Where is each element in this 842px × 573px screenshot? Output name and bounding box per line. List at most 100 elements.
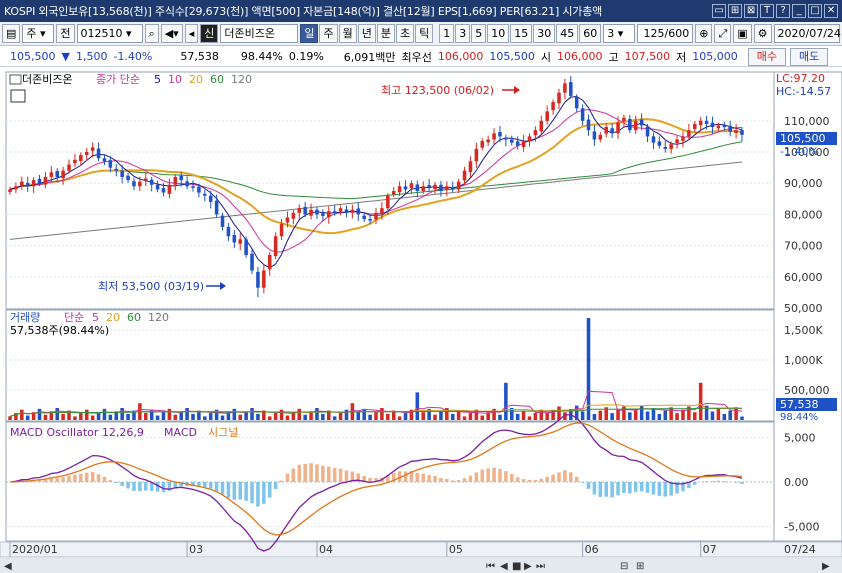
ma-period-5: 5 [154, 73, 161, 86]
search-icon[interactable]: ⌕ [144, 24, 159, 43]
volume-bar [173, 414, 178, 420]
volume-bar [415, 392, 420, 420]
date-field[interactable]: 2020/07/24 [773, 24, 841, 43]
oscillator-bar [427, 475, 431, 482]
tab-period-1[interactable]: 주 [319, 24, 338, 43]
ma-period-20: 20 [189, 73, 203, 86]
volume-bar [49, 411, 54, 420]
prev-icon[interactable]: ◂ [184, 24, 199, 43]
tab-period-5[interactable]: 초 [395, 24, 415, 43]
volume-bar [551, 409, 555, 420]
volume-bar [421, 412, 425, 420]
volume-ma-period-120: 120 [148, 311, 169, 324]
zoom-icon[interactable]: ⊕ [695, 24, 713, 43]
tab-minute-45[interactable]: 45 [556, 24, 579, 43]
x-tick-label: 07 [703, 543, 717, 556]
oscillator-bar [510, 474, 514, 482]
sound-icon[interactable]: ◀▾ [160, 24, 183, 43]
stock-chart[interactable]: 50,000 60,000 70,000 80,000 90,000 100,000 110… [0, 68, 842, 573]
tab-minute-15[interactable]: 15 [510, 24, 533, 43]
compare-icon[interactable]: ⤢ [714, 24, 732, 43]
scroll-left-icon[interactable]: ◀ [4, 561, 12, 572]
oscillator-bar [545, 476, 549, 482]
stock-code-value: 012510 [80, 27, 123, 40]
count-field[interactable]: 125/600 [637, 24, 694, 43]
scroll-stop-icon[interactable]: ■ [512, 561, 521, 572]
tab-minute-1[interactable]: 1 [439, 24, 455, 43]
scroll-next-icon[interactable]: ▶ [524, 561, 532, 572]
sell-button[interactable]: 매도 [790, 47, 829, 66]
last-price-tag [776, 132, 837, 145]
tab-period-6[interactable]: 틱 [415, 24, 434, 43]
candle-body [710, 122, 715, 128]
close-icon[interactable]: ✕ [824, 4, 838, 18]
oscillator-bar [67, 475, 71, 482]
oscillator-bar [250, 482, 254, 504]
save-icon[interactable]: ▣ [733, 24, 752, 43]
candle-body [114, 168, 119, 171]
market-select[interactable]: 주 ▾ [22, 24, 55, 43]
oscillator-bar [486, 468, 490, 482]
scroll-bar[interactable] [0, 558, 842, 573]
help-icon[interactable]: ? [776, 4, 790, 18]
restore-icon[interactable]: ▭ [712, 4, 726, 18]
ma-period-10: 10 [168, 73, 182, 86]
volume-bar [144, 413, 148, 420]
calculator-icon[interactable] [10, 89, 26, 103]
maximize-icon[interactable]: □ [808, 4, 822, 18]
scroll-first-icon[interactable]: ⏮ [486, 561, 495, 572]
oscillator-bar [462, 478, 467, 482]
tab-period-3[interactable]: 년 [357, 24, 376, 43]
new-badge: 신 [200, 24, 219, 43]
buy-button[interactable]: 매수 [747, 47, 787, 66]
volume-bar [191, 413, 195, 420]
tab-minute-5[interactable]: 5 [471, 24, 487, 43]
tab-period-2[interactable]: 월 [338, 24, 357, 43]
minimize-icon[interactable]: _ [792, 4, 806, 18]
menu-icon[interactable]: ▤ [2, 24, 21, 43]
candle-body [84, 152, 89, 156]
zoom-in-icon[interactable]: ⊞ [636, 561, 644, 572]
market-kind-button[interactable]: 전 [56, 24, 75, 43]
settings-icon[interactable]: ⚙ [753, 24, 772, 43]
candle-body [220, 215, 225, 227]
volume-bar [197, 410, 201, 420]
minute-select[interactable]: 3 ▾ [603, 24, 636, 43]
font-size-icon[interactable]: T [760, 4, 774, 18]
x-axis-labels: 2020/01 03 04 05 06 07 07/24 [9, 542, 816, 557]
candles [8, 76, 744, 298]
zoom-out-icon[interactable]: ⊟ [620, 561, 628, 572]
candle-body [350, 209, 355, 213]
macd-osc-label: MACD Oscillator 12,26,9 [10, 426, 144, 439]
stock-info-text: KOSPI 외국인보유[13,568(천)] 주식수[29,673(천)] 액면… [4, 5, 603, 18]
oscillator-bar [144, 482, 148, 491]
volume-bar [244, 411, 248, 420]
candle-body [468, 161, 473, 172]
oscillator-bar [421, 473, 425, 482]
tab-minute-3[interactable]: 3 [455, 24, 471, 43]
scroll-last-icon[interactable]: ⏭ [536, 561, 545, 572]
scroll-controls[interactable]: ◀ ⏮ ◀ ■ ▶ ⏭ ⊟ ⊞ ▶ [4, 561, 830, 572]
pin-icon[interactable]: ⊠ [744, 4, 758, 18]
candle-body [332, 211, 337, 213]
volume-bar [208, 413, 213, 420]
candle-body [226, 226, 231, 237]
scroll-prev-icon[interactable]: ◀ [500, 561, 508, 572]
oscillator-bar [167, 482, 172, 491]
tab-minute-10[interactable]: 10 [487, 24, 510, 43]
link-icon[interactable]: ⊞ [728, 4, 742, 18]
hc-value: HC:-14.57 [776, 85, 831, 98]
volume-bar [445, 408, 449, 420]
tab-minute-30[interactable]: 30 [533, 24, 556, 43]
tab-minute-60[interactable]: 60 [579, 24, 602, 43]
tab-period-4[interactable]: 분 [376, 24, 395, 43]
low-label: 저 [676, 50, 687, 64]
tab-period-0[interactable]: 일 [300, 24, 319, 43]
scroll-end-icon[interactable]: ▶ [822, 561, 830, 572]
candle-body [445, 186, 449, 190]
volume-bar [675, 413, 679, 420]
candle-body [197, 186, 201, 193]
stock-code-input[interactable]: 012510 ▾ [76, 24, 143, 43]
